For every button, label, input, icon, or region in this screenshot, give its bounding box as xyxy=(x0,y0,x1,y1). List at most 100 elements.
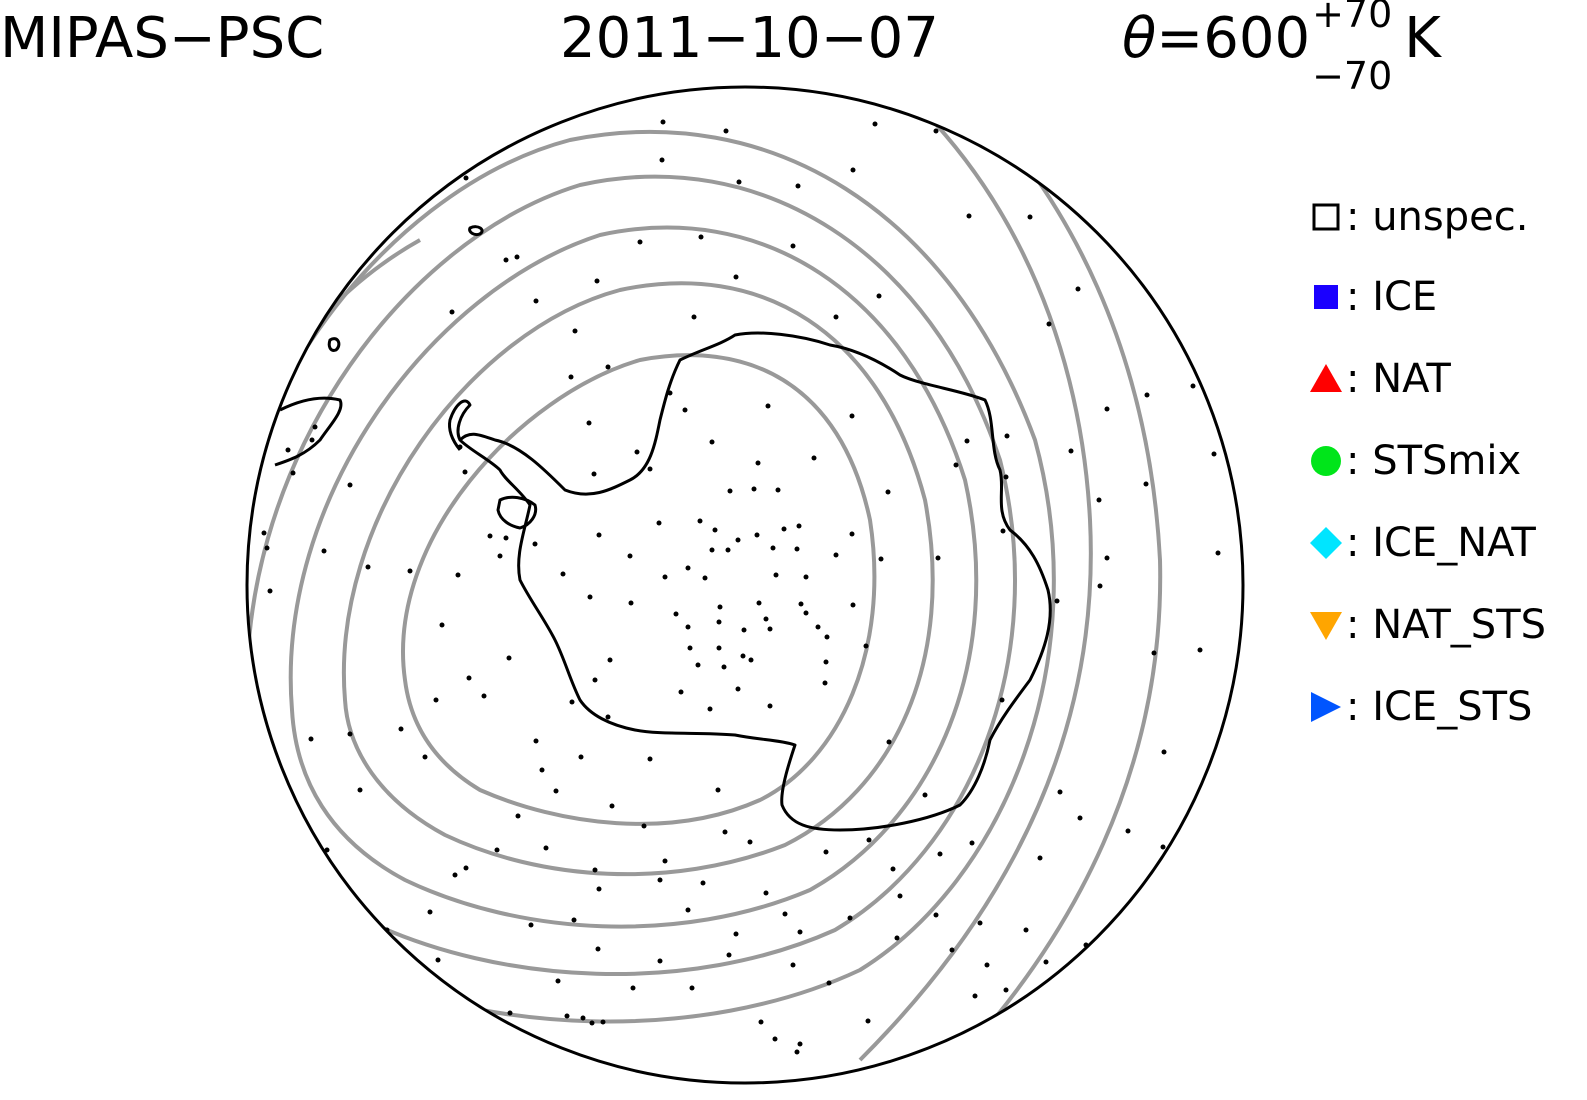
measurement-point xyxy=(949,947,955,953)
date-title: 2011−10−07 xyxy=(560,6,939,71)
measurement-point xyxy=(725,547,731,553)
measurement-point xyxy=(772,1036,778,1042)
measurement-point xyxy=(1046,321,1052,327)
island-outline xyxy=(496,495,538,530)
measurement-point xyxy=(659,157,665,163)
measurement-point xyxy=(685,907,691,913)
measurement-point xyxy=(798,601,804,607)
theta-plus-range: +70 xyxy=(1312,0,1393,36)
measurement-points xyxy=(261,119,1221,1055)
measurement-point xyxy=(833,314,839,320)
measurement-point xyxy=(733,931,739,937)
legend-item: : ICE_STS xyxy=(1308,682,1532,732)
measurement-point xyxy=(422,754,428,760)
measurement-point xyxy=(586,420,592,426)
measurement-point xyxy=(416,984,422,990)
contour-line xyxy=(341,281,935,877)
map-boundary xyxy=(245,85,1245,1085)
measurement-point xyxy=(290,470,296,476)
measurement-point xyxy=(758,1019,764,1025)
measurement-point xyxy=(1037,855,1043,861)
measurement-point xyxy=(933,128,939,134)
theta-symbol: θ xyxy=(1122,6,1157,71)
measurement-point xyxy=(1003,987,1009,993)
legend-label: : NAT_STS xyxy=(1346,602,1547,648)
measurement-point xyxy=(627,553,633,559)
measurement-point xyxy=(592,867,598,873)
measurement-point xyxy=(1160,844,1166,850)
measurement-point xyxy=(727,488,733,494)
measurement-point xyxy=(815,624,821,630)
measurement-point xyxy=(637,239,643,245)
measurement-point xyxy=(1096,497,1102,503)
measurement-point xyxy=(1197,647,1203,653)
theta-value: =600 xyxy=(1156,6,1311,71)
measurement-point xyxy=(539,767,545,773)
measurement-point xyxy=(1143,481,1149,487)
measurement-point xyxy=(564,1013,570,1019)
measurement-point xyxy=(736,179,742,185)
measurement-point xyxy=(673,611,679,617)
measurement-point xyxy=(722,829,728,835)
measurement-point xyxy=(1211,451,1217,457)
measurement-point xyxy=(1057,789,1063,795)
measurement-point xyxy=(312,424,318,430)
measurement-point xyxy=(935,555,941,561)
measurement-point xyxy=(822,680,828,686)
measurement-point xyxy=(716,645,722,651)
south-america-tip xyxy=(274,396,343,467)
legend-item: : ICE xyxy=(1308,272,1437,322)
measurement-point xyxy=(433,697,439,703)
measurement-point xyxy=(726,952,732,958)
measurement-point xyxy=(709,439,715,445)
measurement-point xyxy=(763,616,769,622)
measurement-point xyxy=(347,482,353,488)
measurement-point xyxy=(1151,650,1157,656)
measurement-point xyxy=(533,738,539,744)
measurement-point xyxy=(741,627,747,633)
measurement-point xyxy=(592,677,598,683)
triangle-right-icon xyxy=(1311,692,1341,722)
measurement-point xyxy=(261,530,267,536)
measurement-point xyxy=(497,553,503,559)
measurement-point xyxy=(876,293,882,299)
measurement-point xyxy=(984,962,990,968)
measurement-point xyxy=(972,993,978,999)
measurement-point xyxy=(609,803,615,809)
measurement-point xyxy=(682,407,688,413)
measurement-point xyxy=(455,572,461,578)
legend-label: : ICE_STS xyxy=(1346,684,1533,730)
measurement-point xyxy=(803,574,809,580)
measurement-point xyxy=(466,675,472,681)
peninsula-outline xyxy=(448,399,472,451)
measurement-point xyxy=(435,957,441,963)
measurement-point xyxy=(715,787,721,793)
measurement-point xyxy=(765,403,771,409)
island-outline xyxy=(327,337,341,352)
measurement-point xyxy=(770,545,776,551)
measurement-point xyxy=(811,455,817,461)
measurement-point xyxy=(849,531,855,537)
measurement-point xyxy=(528,922,534,928)
measurement-point xyxy=(716,619,722,625)
measurement-point xyxy=(894,935,900,941)
measurement-point xyxy=(847,915,853,921)
contour-line xyxy=(247,130,1056,1024)
measurement-point xyxy=(1161,749,1167,755)
measurement-point xyxy=(506,655,512,661)
measurement-point xyxy=(628,600,634,606)
measurement-point xyxy=(767,626,773,632)
theta-unit: K xyxy=(1404,6,1441,71)
measurement-point xyxy=(797,1041,803,1047)
measurement-point xyxy=(748,657,754,663)
measurement-point xyxy=(707,706,713,712)
legend-item: : NAT xyxy=(1308,354,1451,404)
contour-lines xyxy=(247,87,1163,1083)
measurement-point xyxy=(977,920,983,926)
legend-label: : STSmix xyxy=(1346,438,1522,484)
measurement-point xyxy=(463,865,469,871)
measurement-point xyxy=(657,958,663,964)
legend-label: : NAT xyxy=(1346,356,1451,402)
measurement-point xyxy=(630,985,636,991)
measurement-point xyxy=(1054,598,1060,604)
